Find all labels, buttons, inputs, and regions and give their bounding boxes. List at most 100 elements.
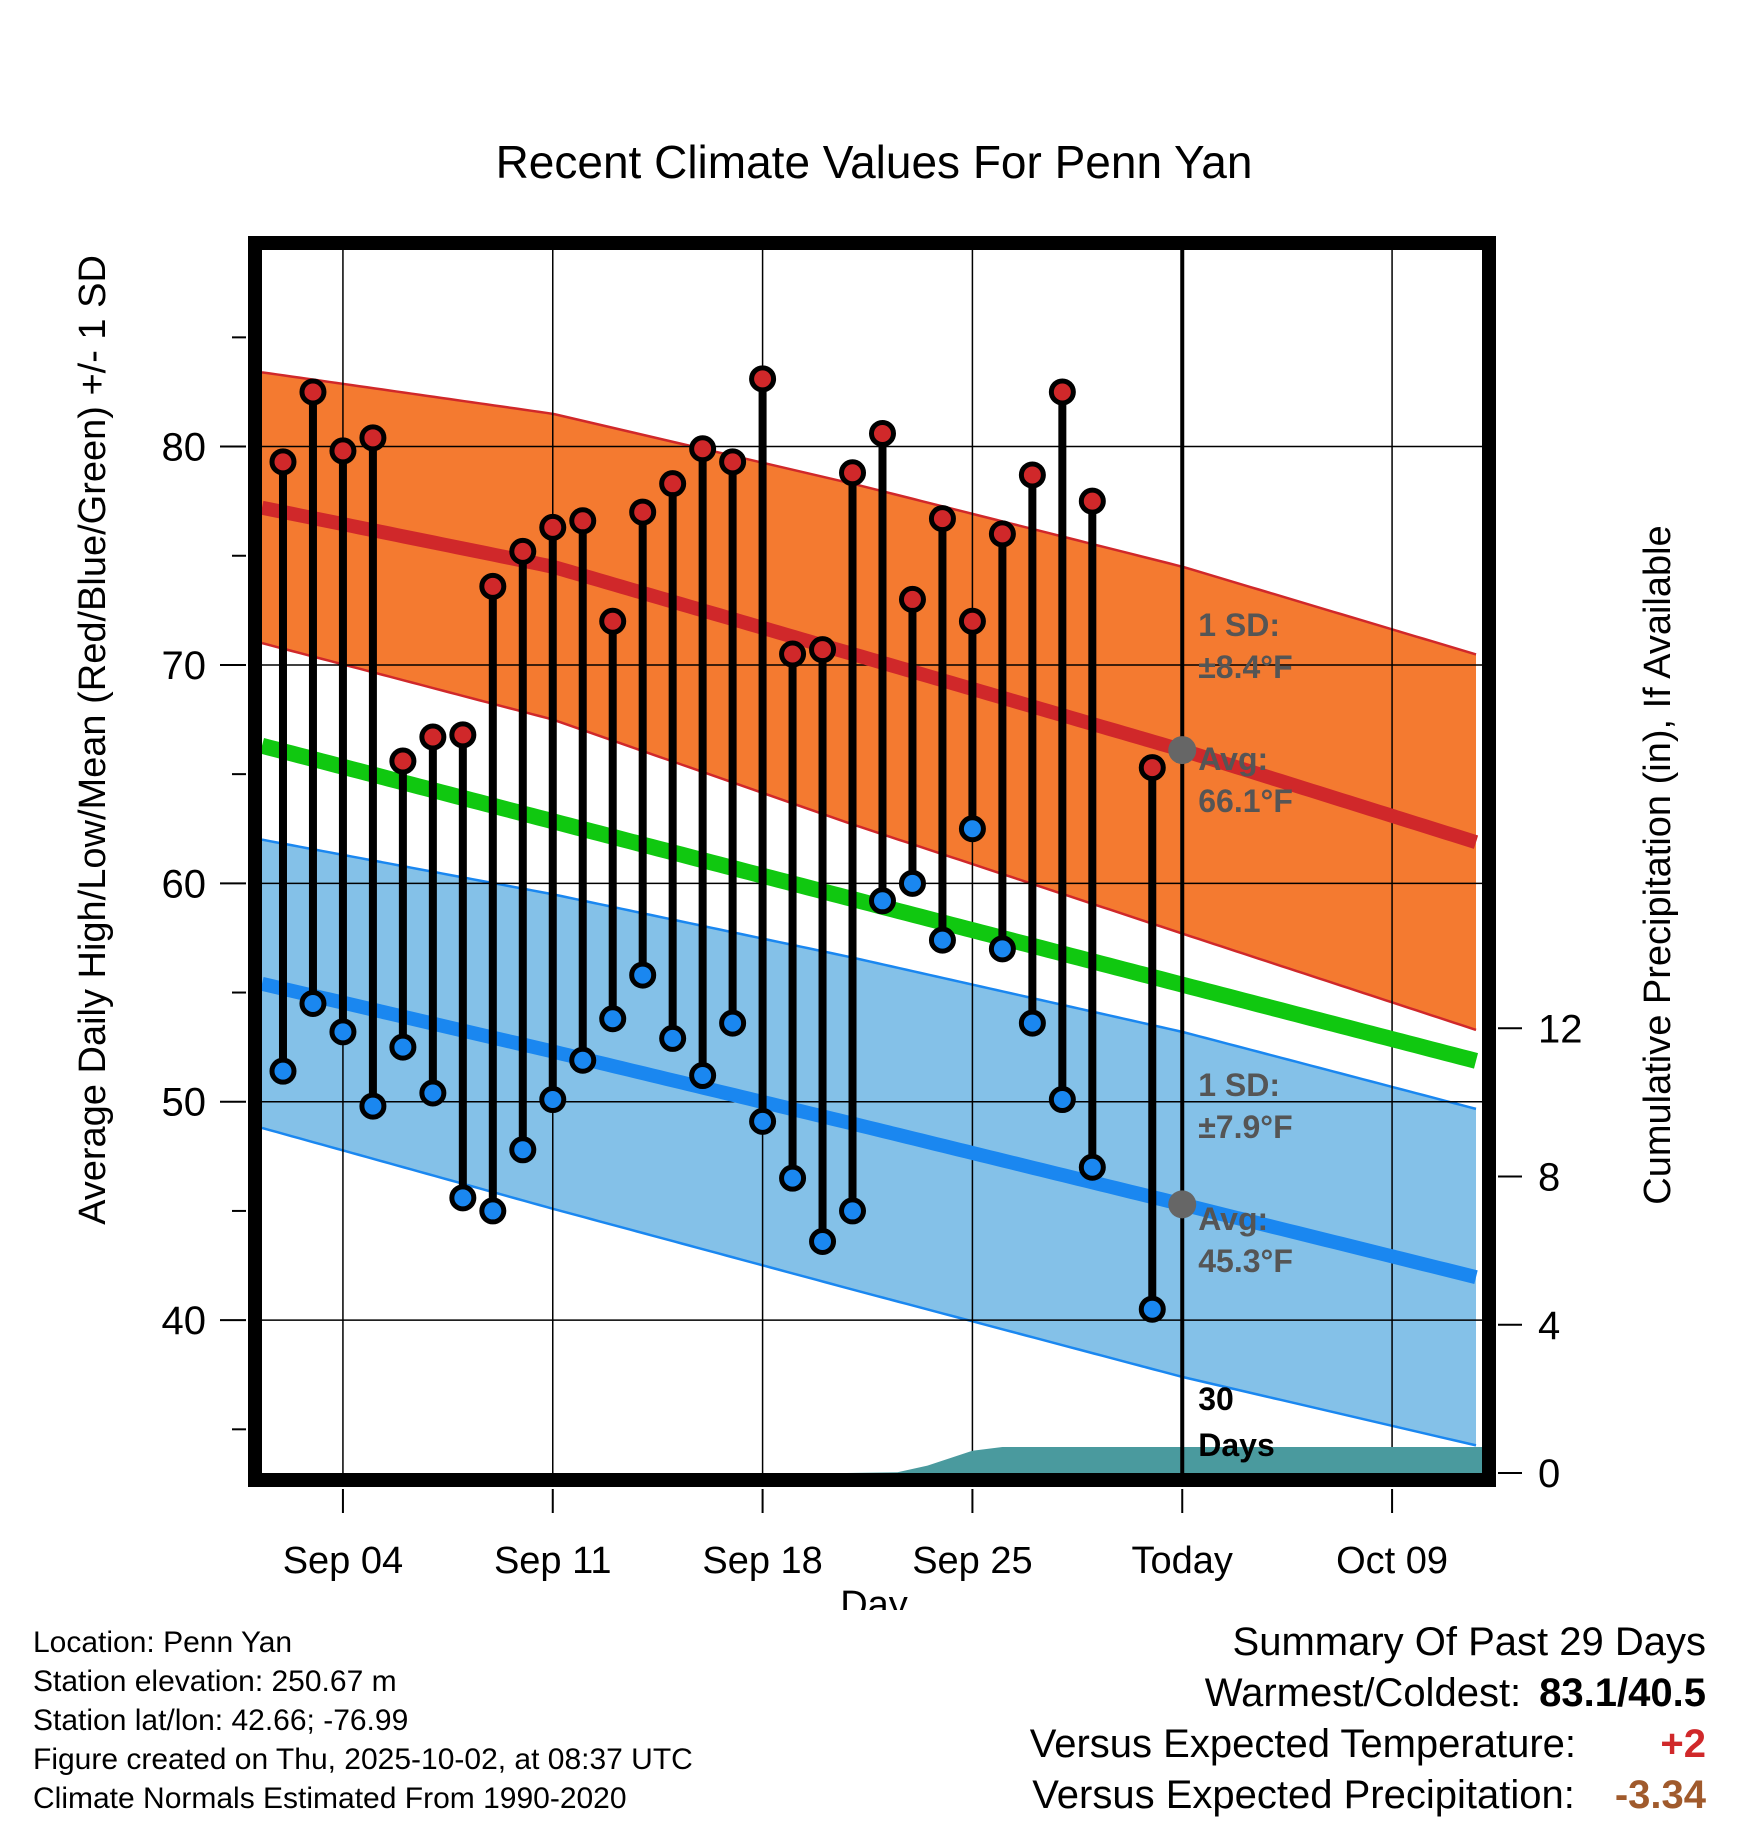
daily-low-point <box>1048 1086 1076 1114</box>
y-tick-label: 50 <box>162 1081 207 1125</box>
high-sd-band-lower-edge <box>262 641 1477 1032</box>
daily-low-point <box>1078 1153 1106 1181</box>
days-count: 30 <box>1198 1381 1234 1417</box>
low-sd-label: 1 SD: <box>1198 1067 1280 1103</box>
chart-title: Recent Climate Values For Penn Yan <box>496 136 1253 188</box>
x-tick-label: Sep 11 <box>494 1540 612 1582</box>
daily-high-point <box>629 498 657 526</box>
daily-low-point <box>659 1024 687 1052</box>
summary-panel: Summary Of Past 29 Days Warmest/Coldest:… <box>1030 1617 1706 1821</box>
daily-high-point <box>569 507 597 535</box>
daily-high-point <box>839 459 867 487</box>
y-tick-label: 80 <box>162 426 207 470</box>
daily-high-point <box>719 448 747 476</box>
plot-area: 1 SD: ±8.4°F Avg: 66.1°F 1 SD: ±7.9°F Avg: 45.3… <box>262 250 1482 1473</box>
daily-low-point <box>689 1062 717 1090</box>
daily-high-point <box>539 513 567 541</box>
daily-low-point <box>749 1107 777 1135</box>
daily-low-point <box>898 869 926 897</box>
high-sd-label: 1 SD: <box>1198 607 1280 643</box>
warm-cold-value: 83.1/40.5 <box>1539 1671 1706 1715</box>
daily-high-point <box>809 636 837 664</box>
high-sd-band-upper-edge <box>262 371 1477 656</box>
y-tick-label: 70 <box>162 644 207 688</box>
station-info: Location: Penn Yan Station elevation: 25… <box>33 1623 693 1818</box>
today-low-avg-marker <box>1168 1190 1197 1219</box>
daily-low-point <box>419 1079 447 1107</box>
high-sd-band-fill <box>262 372 1477 1030</box>
daily-low-point <box>449 1184 477 1212</box>
plot-frame <box>248 236 1496 1487</box>
daily-high-point <box>749 365 777 393</box>
daily-low-point <box>1138 1295 1166 1323</box>
daily-high-point <box>479 572 507 600</box>
daily-low-point <box>629 961 657 989</box>
precip-area <box>262 1447 1482 1473</box>
low-avg-label: Avg: <box>1198 1201 1268 1237</box>
low-avg-value: 45.3°F <box>1198 1243 1293 1279</box>
x-tick-label: Oct 09 <box>1336 1540 1448 1582</box>
daily-low-point <box>329 1018 357 1046</box>
daily-low-point <box>779 1164 807 1192</box>
daily-high-point <box>928 505 956 533</box>
daily-high-point <box>329 437 357 465</box>
summary-warm-cold: Warmest/Coldest: 83.1/40.5 <box>1030 1668 1706 1719</box>
daily-high-point <box>988 520 1016 548</box>
summary-title: Summary Of Past 29 Days <box>1232 1620 1706 1664</box>
daily-low-point <box>868 887 896 915</box>
y-axis-label: Average Daily High/Low/Mean (Red/Blue/Gr… <box>72 255 114 1225</box>
daily-high-point <box>599 607 627 635</box>
daily-high-point <box>1048 378 1076 406</box>
daily-high-point <box>1018 461 1046 489</box>
daily-high-point <box>898 585 926 613</box>
daily-low-point <box>839 1197 867 1225</box>
daily-low-point <box>928 926 956 954</box>
warm-cold-label: Warmest/Coldest: <box>1204 1671 1522 1715</box>
daily-low-point <box>359 1092 387 1120</box>
low-sd-value: ±7.9°F <box>1198 1109 1292 1145</box>
x-tick-label: Sep 04 <box>283 1540 403 1582</box>
daily-high-point <box>779 640 807 668</box>
x-tick-label: Sep 25 <box>912 1540 1032 1582</box>
normals-text: Climate Normals Estimated From 1990-2020 <box>33 1782 627 1815</box>
climate-chart: Recent Climate Values For Penn Yan 1 SD:… <box>72 136 1679 1610</box>
daily-low-point <box>569 1046 597 1074</box>
location-text: Location: Penn Yan <box>33 1626 293 1659</box>
daily-low-point <box>539 1086 567 1114</box>
daily-low-point <box>479 1197 507 1225</box>
y-tick-label: 40 <box>162 1299 207 1343</box>
daily-high-point <box>958 607 986 635</box>
y2-tick-label: 4 <box>1538 1304 1560 1348</box>
daily-low-point <box>299 989 327 1017</box>
daily-low-point <box>269 1057 297 1085</box>
daily-low-point <box>599 1005 627 1033</box>
daily-high-point <box>269 448 297 476</box>
y2-tick-label: 0 <box>1538 1452 1560 1496</box>
precip-label: Versus Expected Precipitation: <box>1032 1773 1575 1817</box>
daily-high-point <box>389 747 417 775</box>
daily-high-point <box>868 419 896 447</box>
low-sd-band-fill <box>262 839 1477 1446</box>
daily-high-point <box>509 537 537 565</box>
normal-high-line <box>262 500 1479 849</box>
temp-label: Versus Expected Temperature: <box>1029 1722 1576 1766</box>
summary-precip: Versus Expected Precipitation: -3.34 <box>1030 1770 1706 1821</box>
x-axis-label: Day <box>840 1584 908 1610</box>
daily-high-point <box>419 723 447 751</box>
daily-high-point <box>1138 754 1166 782</box>
x-tick-label: Sep 18 <box>702 1540 822 1582</box>
daily-high-point <box>659 470 687 498</box>
y2-tick-label: 8 <box>1538 1156 1560 1200</box>
y2-axis-label: Cumulative Precipitation (in), If Availa… <box>1637 525 1679 1204</box>
daily-high-point <box>689 435 717 463</box>
daily-low-point <box>988 935 1016 963</box>
high-sd-value: ±8.4°F <box>1198 649 1292 685</box>
summary-temp: Versus Expected Temperature: +2 <box>1030 1719 1706 1770</box>
high-avg-value: 66.1°F <box>1198 783 1293 819</box>
today-high-avg-marker <box>1168 736 1197 765</box>
latlon-text: Station lat/lon: 42.66; -76.99 <box>33 1704 409 1737</box>
x-tick-label: Today <box>1132 1540 1233 1582</box>
daily-high-point <box>449 721 477 749</box>
high-avg-label: Avg: <box>1198 741 1268 777</box>
days-word: Days <box>1198 1427 1275 1463</box>
